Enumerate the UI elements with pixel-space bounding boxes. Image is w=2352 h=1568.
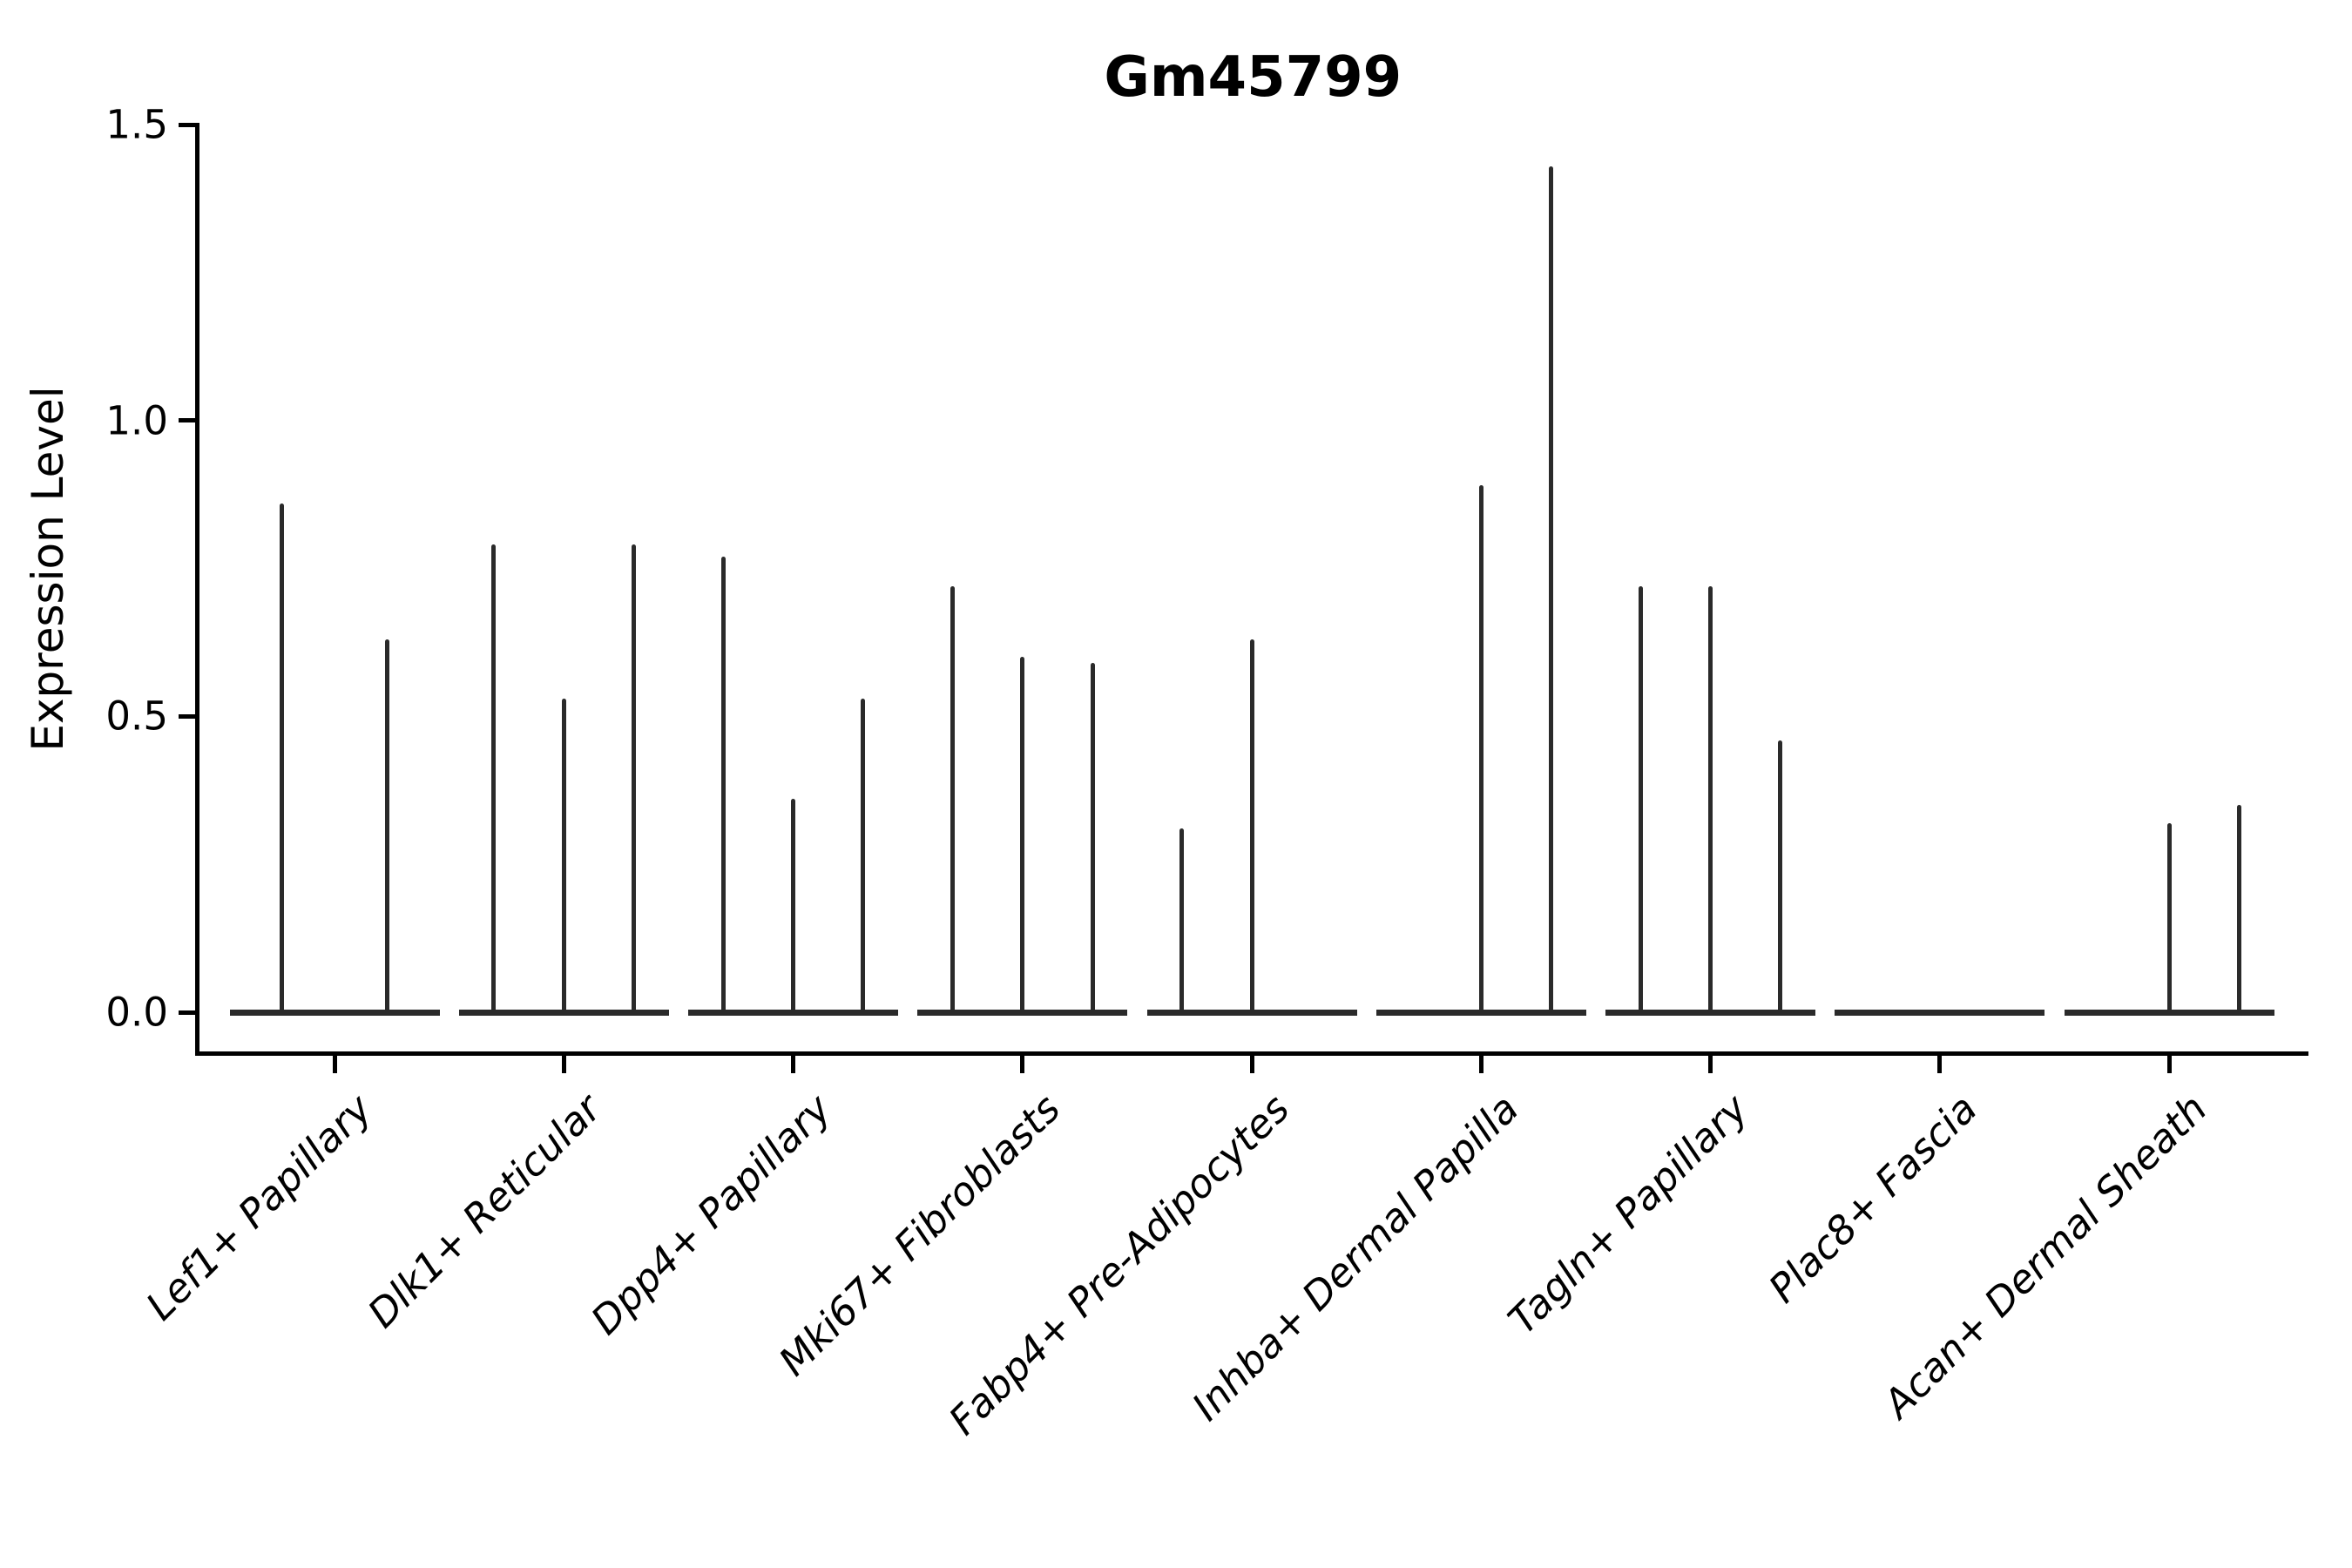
y-tick-mark	[179, 122, 195, 127]
x-tick-mark	[1020, 1056, 1025, 1073]
y-axis-spine	[195, 123, 199, 1056]
y-tick-mark	[179, 713, 195, 719]
violin-baseline	[458, 1009, 669, 1016]
x-tick-label: Dpp4+ Papillary	[581, 1085, 840, 1343]
violin-baseline	[2064, 1009, 2274, 1016]
violin-baseline	[688, 1009, 898, 1016]
violin-spike	[1478, 485, 1484, 1012]
x-tick-mark	[1249, 1056, 1254, 1073]
violin-spike	[1708, 585, 1713, 1012]
violin-spike	[1549, 166, 1554, 1012]
x-axis-spine	[195, 1051, 2308, 1056]
violin-spike	[1249, 639, 1254, 1012]
violin-baseline	[1605, 1009, 1815, 1016]
violin-spike	[632, 544, 637, 1012]
y-tick-label: 0.0	[105, 989, 168, 1036]
violin-spike	[2166, 822, 2172, 1012]
violin-baseline	[1146, 1009, 1357, 1016]
violin-spike	[1638, 585, 1643, 1012]
y-tick-mark	[179, 418, 195, 423]
x-tick-mark	[1478, 1056, 1484, 1073]
violin-spike	[1778, 740, 1783, 1012]
violin-spike	[791, 799, 795, 1012]
x-tick-mark	[2166, 1056, 2172, 1073]
violin-baseline	[1375, 1009, 1586, 1016]
violin-spike	[1020, 657, 1025, 1012]
violin-spike	[280, 503, 285, 1012]
y-tick-label: 0.5	[105, 693, 168, 740]
x-tick-mark	[561, 1056, 566, 1073]
x-tick-label: Tagln+ Papillary	[1499, 1085, 1757, 1343]
x-tick-label: Plac8+ Fascia	[1760, 1085, 1987, 1312]
violin-spike	[720, 556, 726, 1012]
violin-spike	[2236, 805, 2241, 1012]
x-tick-mark	[791, 1056, 795, 1073]
x-tick-label: Lef1+ Papillary	[137, 1085, 382, 1329]
violin-baseline	[229, 1009, 440, 1016]
x-tick-mark	[1708, 1056, 1713, 1073]
violin-spike	[561, 698, 566, 1012]
violin-spike	[384, 639, 389, 1012]
y-tick-label: 1.5	[105, 101, 168, 148]
x-tick-label: Dlk1+ Reticular	[359, 1085, 611, 1336]
violin-spike	[1179, 828, 1185, 1012]
violin-baseline	[917, 1009, 1128, 1016]
violin-spike	[491, 544, 497, 1012]
violin-spike	[950, 585, 955, 1012]
chart-title: Gm45799	[1104, 45, 1402, 110]
x-tick-mark	[332, 1056, 337, 1073]
y-tick-label: 1.0	[105, 397, 168, 444]
y-tick-mark	[179, 1010, 195, 1015]
violin-spike	[1090, 663, 1095, 1012]
violin-spike	[861, 698, 866, 1012]
x-tick-mark	[1937, 1056, 1943, 1073]
violin-baseline	[1835, 1009, 2045, 1016]
